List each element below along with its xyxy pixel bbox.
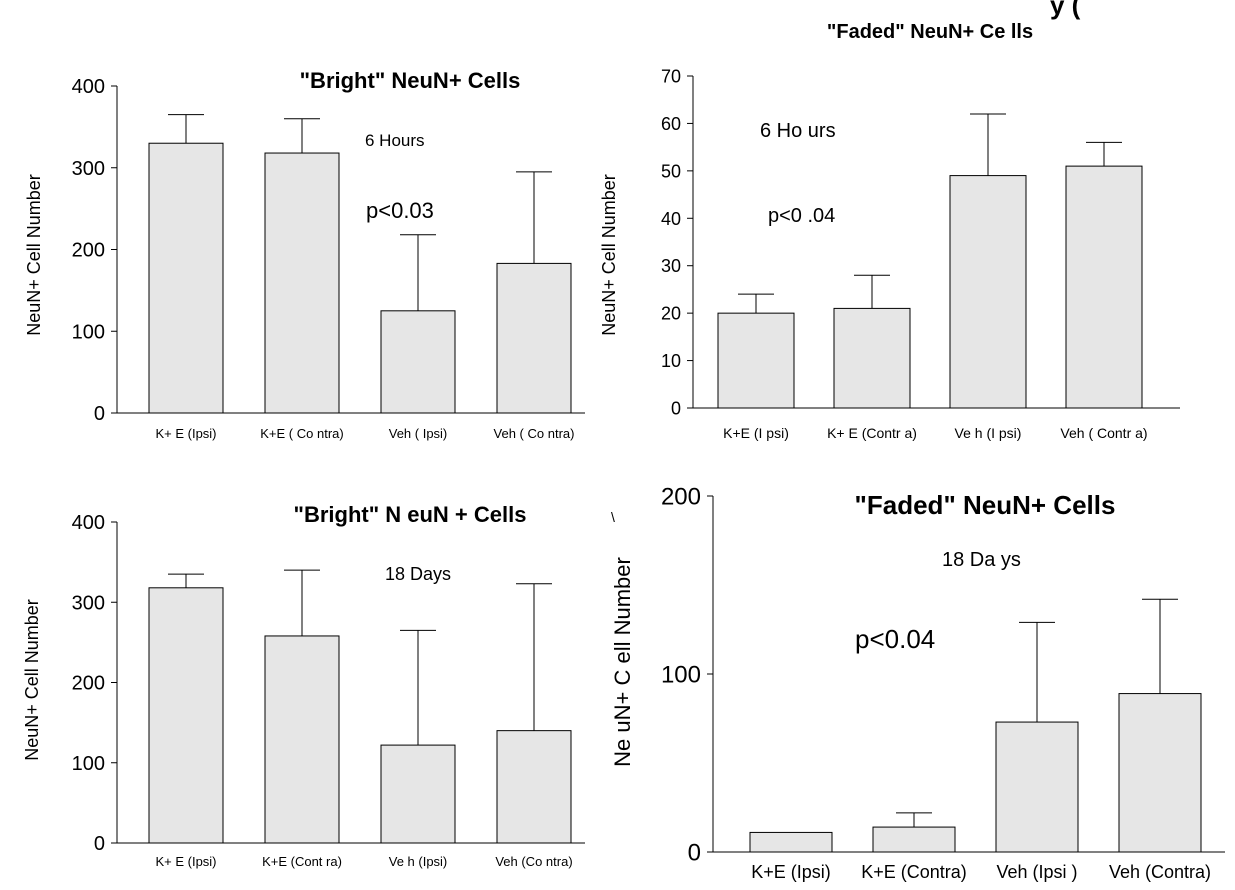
x-category-label: Veh ( Contr a): [1060, 425, 1147, 441]
x-category-label: K+E (Cont ra): [262, 854, 342, 869]
y-tick-label: 400: [72, 76, 105, 98]
chart-subtitle: 6 Ho urs: [760, 120, 836, 142]
chart-title: "Faded" NeuN+ Cells: [855, 490, 1116, 520]
bar: [264, 635, 340, 844]
y-axis-label: NeuN+ Cell Number: [24, 174, 44, 336]
x-category-label: Veh (Co ntra): [495, 854, 572, 869]
bar: [148, 142, 224, 414]
x-category-label: Veh (Ipsi ): [996, 862, 1077, 882]
x-category-label: K+E (Contra): [861, 862, 967, 882]
y-tick-label: 100: [661, 662, 701, 689]
y-tick-label: 200: [72, 240, 105, 262]
y-tick-label: 200: [661, 484, 701, 511]
bar: [749, 831, 833, 853]
x-category-label: K+E (Ipsi): [751, 862, 831, 882]
p-value-annotation: p<0 .04: [768, 205, 835, 227]
y-tick-label: 0: [94, 403, 105, 425]
y-tick-label: 20: [661, 304, 681, 324]
y-tick-label: 30: [661, 256, 681, 276]
bar: [949, 175, 1027, 409]
chart-title: "Faded" NeuN+ Ce lls: [827, 21, 1033, 43]
y-tick-label: 0: [671, 398, 681, 418]
y-tick-label: 0: [688, 840, 701, 867]
stray-mark: \: [611, 509, 615, 525]
bar: [496, 730, 572, 844]
header-fragment: y (: [1050, 0, 1081, 20]
x-category-label: K+ E (Contr a): [827, 425, 917, 441]
chart-title: "Bright" N euN + Cells: [294, 502, 527, 527]
x-category-label: Ve h (I psi): [955, 425, 1022, 441]
x-category-label: Veh ( Co ntra): [494, 426, 575, 441]
bar: [995, 721, 1079, 853]
bar: [872, 826, 956, 853]
y-tick-label: 0: [94, 833, 105, 855]
p-value-annotation: p<0.04: [855, 624, 935, 654]
chart-subtitle: 6 Hours: [365, 131, 425, 150]
chart-subtitle: 18 Da ys: [942, 549, 1021, 571]
bar: [1118, 693, 1202, 853]
x-category-label: K+E (I psi): [723, 425, 789, 441]
chart-bright-18d: 0 100 200 300 400 K+ E (Ipsi) K+E (Cont ra) Ve …: [22, 502, 585, 869]
x-category-label: Veh ( Ipsi): [389, 426, 448, 441]
bar: [496, 262, 572, 414]
x-category-label: Ve h (Ipsi): [389, 854, 448, 869]
x-category-label: K+E ( Co ntra): [260, 426, 343, 441]
chart-title: "Bright" NeuN+ Cells: [300, 68, 521, 93]
x-category-label: Veh (Contra): [1109, 862, 1211, 882]
bar: [717, 312, 795, 409]
x-category-label: K+ E (Ipsi): [155, 426, 216, 441]
bar: [1065, 165, 1143, 409]
y-tick-label: 300: [72, 158, 105, 180]
bar: [833, 307, 911, 409]
bar: [380, 310, 456, 414]
chart-bright-6h: 0 100 200 300 400 K+ E (Ipsi) K+E ( Co ntra) Ve…: [24, 68, 585, 441]
y-tick-label: 200: [72, 673, 105, 695]
chart-faded-6h: 0 10 20 30 40 50 60 70 K+E (I psi) K+ E (Contr a)…: [599, 21, 1180, 441]
x-category-label: K+ E (Ipsi): [155, 854, 216, 869]
y-tick-label: 50: [661, 161, 681, 181]
y-axis-label: NeuN+ Cell Number: [22, 599, 42, 761]
bar: [264, 152, 340, 414]
y-axis-label: NeuN+ Cell Number: [599, 174, 619, 336]
chart-subtitle: 18 Days: [385, 564, 451, 584]
y-tick-label: 100: [72, 753, 105, 775]
y-tick-label: 100: [72, 321, 105, 343]
y-tick-label: 70: [661, 66, 681, 86]
bar: [148, 587, 224, 844]
bar: [380, 744, 456, 844]
chart-faded-18d: 0 100 200 K+E (Ipsi) K+E (Contra) Veh (Ipsi )…: [610, 484, 1225, 882]
y-tick-label: 10: [661, 351, 681, 371]
y-tick-label: 40: [661, 209, 681, 229]
y-tick-label: 400: [72, 512, 105, 534]
y-tick-label: 300: [72, 592, 105, 614]
y-tick-label: 60: [661, 114, 681, 134]
p-value-annotation: p<0.03: [366, 198, 434, 223]
y-axis-label: Ne uN+ C ell Number: [610, 557, 635, 767]
